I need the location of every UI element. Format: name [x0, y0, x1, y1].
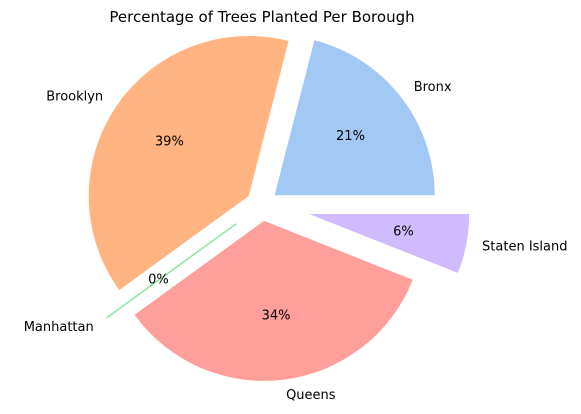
pie-labels: Bronx 21% Brooklyn 39% Manhattan 0% Queens 34% S… [24, 80, 568, 403]
slice-staten-island [309, 213, 470, 273]
label-staten-island: Staten Island [482, 239, 567, 254]
label-bronx: Bronx [414, 80, 452, 95]
slice-queens [134, 220, 413, 381]
chart-title: Percentage of Trees Planted Per Borough [109, 8, 414, 26]
slice-bronx [274, 40, 435, 196]
slice-manhattan [106, 223, 237, 319]
label-brooklyn: Brooklyn [46, 90, 103, 105]
pct-label-queens: 34% [262, 309, 291, 324]
label-queens: Queens [286, 388, 336, 403]
pct-label-staten-island: 6% [393, 224, 414, 239]
pct-label-manhattan: 0% [148, 273, 169, 288]
label-manhattan: Manhattan [24, 320, 94, 335]
pct-label-bronx: 21% [336, 129, 365, 144]
pct-label-brooklyn: 39% [155, 135, 184, 150]
slice-brooklyn [88, 36, 289, 291]
pie-slices [88, 36, 470, 381]
